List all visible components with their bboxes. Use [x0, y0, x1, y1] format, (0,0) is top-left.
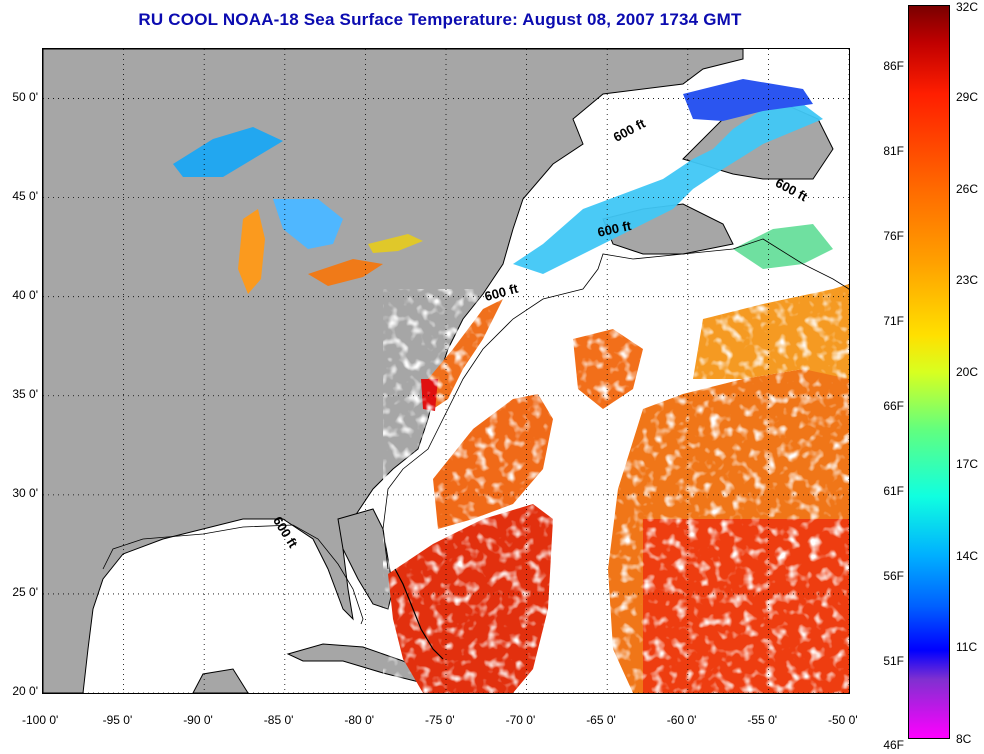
- lat-tick-label: 25 0': [12, 584, 38, 599]
- lake-superior-sst: [173, 127, 283, 177]
- lat-tick-label: 20 0': [12, 684, 38, 698]
- lon-tick-label: -100 0': [22, 713, 59, 727]
- lat-tick-label: 35 0': [12, 386, 38, 401]
- colorbar-fahrenheit-label: 56F: [883, 568, 904, 583]
- colorbar-celsius-label: 29C: [956, 89, 979, 104]
- gulf-st-lawrence-sst: [513, 104, 823, 274]
- lon-tick-label: -95 0': [102, 713, 133, 727]
- colorbar-fahrenheit-label: 61F: [883, 483, 904, 498]
- scotian-shelf-sst: [733, 224, 833, 269]
- lat-tick-label: 50 0': [12, 89, 38, 104]
- lake-ontario-sst: [368, 234, 423, 253]
- isobath-600ft: [102, 238, 849, 625]
- lon-tick-label: -50 0': [828, 713, 858, 727]
- colorbar-celsius-label: 17C: [956, 456, 979, 471]
- colorbar-fahrenheit-label: 81F: [883, 144, 904, 159]
- isobath-label: 600 ft: [596, 218, 633, 240]
- lon-tick-label: -70 0': [505, 713, 536, 727]
- bahamas-outline: [394, 568, 444, 660]
- colorbar-fahrenheit-label: 86F: [883, 59, 904, 74]
- lon-tick-label: -65 0': [586, 713, 616, 727]
- colorbar-fahrenheit-label: 51F: [883, 653, 904, 668]
- cloud-speckle: [383, 289, 849, 693]
- lake-erie-sst: [308, 259, 383, 286]
- colorbar-celsius-label: 26C: [956, 181, 979, 196]
- colorbar: [908, 5, 950, 739]
- colorbar-celsius-label: 20C: [956, 365, 979, 379]
- lat-tick-label: 30 0': [12, 485, 38, 500]
- labrador-sst: [683, 79, 813, 121]
- colorbar-celsius-label: 11C: [956, 640, 978, 655]
- lake-huron-sst: [273, 199, 343, 249]
- lon-tick-label: -90 0': [183, 713, 213, 727]
- colorbar-fahrenheit-label: 76F: [883, 229, 904, 244]
- lake-michigan-sst: [238, 209, 265, 294]
- colorbar-celsius-label: 14C: [956, 548, 979, 563]
- sst-map[interactable]: 600 ft 600 ft 600 ft 600 ft 600 ft: [42, 48, 850, 694]
- lon-tick-label: -60 0': [666, 713, 697, 727]
- yucatan-land: [192, 668, 249, 693]
- lat-tick-label: 40 0': [12, 287, 38, 302]
- colorbar-celsius-label: 8C: [956, 732, 972, 746]
- colorbar-fahrenheit-label: 46F: [883, 738, 904, 752]
- lon-tick-label: -85 0': [263, 713, 294, 727]
- colorbar-fahrenheit-label: 71F: [883, 314, 904, 329]
- chart-title: RU COOL NOAA-18 Sea Surface Temperature:…: [138, 10, 742, 29]
- colorbar-celsius-label: 32C: [956, 0, 979, 14]
- colorbar-fahrenheit-label: 66F: [883, 398, 904, 413]
- lon-tick-label: -80 0': [344, 713, 375, 727]
- lat-tick-label: 45 0': [12, 188, 38, 203]
- lon-tick-label: -75 0': [425, 713, 455, 727]
- lon-tick-label: -55 0': [747, 713, 778, 727]
- colorbar-celsius-label: 23C: [956, 273, 979, 288]
